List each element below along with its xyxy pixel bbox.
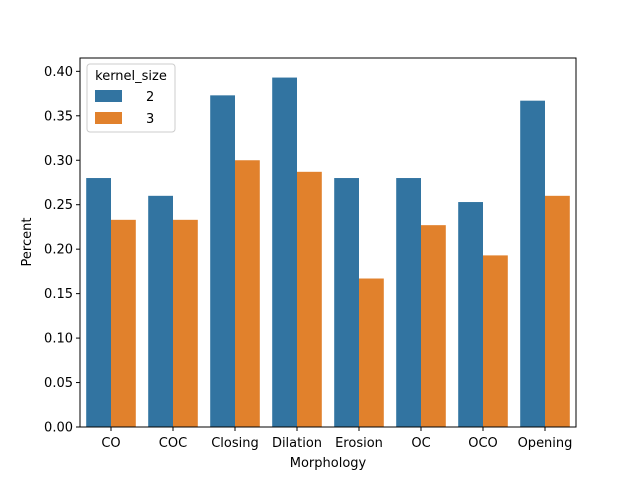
x-tick-label: COC xyxy=(159,436,187,451)
bar-co-series-3 xyxy=(111,219,136,427)
x-tick-label: Opening xyxy=(518,436,573,451)
bar-oc-series-3 xyxy=(421,225,446,427)
y-tick-label: 0.00 xyxy=(44,421,73,436)
y-tick-label: 0.20 xyxy=(44,243,73,258)
bar-oco-series-3 xyxy=(483,255,508,427)
bar-co-series-2 xyxy=(86,178,111,427)
x-axis: CO COC Closing Dilation Erosion OC OCO Opening xyxy=(101,427,572,451)
bar-erosion-series-3 xyxy=(359,278,384,427)
y-tick-label: 0.05 xyxy=(44,376,73,391)
legend: kernel_size 2 3 xyxy=(86,63,176,133)
bar-closing-series-3 xyxy=(235,160,260,428)
legend-swatch-series-2 xyxy=(95,90,122,102)
plot-frame xyxy=(79,57,577,428)
bar-opening-series-2 xyxy=(520,100,545,428)
x-tick-label: OC xyxy=(411,436,430,451)
bar-coc-series-3 xyxy=(173,219,198,427)
y-tick-label: 0.15 xyxy=(44,287,73,302)
bar-erosion-series-2 xyxy=(334,178,359,427)
bars-layer xyxy=(86,77,570,428)
x-tick-label: Erosion xyxy=(335,436,383,451)
legend-label-series-2: 2 xyxy=(146,90,154,105)
y-tick-label: 0.35 xyxy=(44,109,73,124)
bar-closing-series-2 xyxy=(210,95,235,428)
legend-title: kernel_size xyxy=(95,69,167,84)
bar-opening-series-3 xyxy=(545,195,570,427)
y-axis-label: Percent xyxy=(20,218,35,267)
y-tick-label: 0.25 xyxy=(44,198,73,213)
x-tick-label: CO xyxy=(101,436,120,451)
x-tick-label: Dilation xyxy=(272,436,322,451)
legend-swatch-series-3 xyxy=(95,112,122,124)
bar-dilation-series-3 xyxy=(297,171,322,427)
y-tick-label: 0.30 xyxy=(44,154,73,169)
bar-oco-series-2 xyxy=(458,202,483,427)
bar-dilation-series-2 xyxy=(272,77,297,427)
x-tick-label: Closing xyxy=(211,436,259,451)
x-tick-label: OCO xyxy=(468,436,498,451)
y-tick-label: 0.40 xyxy=(44,65,73,80)
bar-oc-series-2 xyxy=(396,178,421,427)
legend-label-series-3: 3 xyxy=(146,112,154,127)
y-axis: 0.00 0.05 0.10 0.15 0.20 0.25 0.30 0.35 0.40 xyxy=(44,65,80,436)
y-tick-label: 0.10 xyxy=(44,332,73,347)
bar-coc-series-2 xyxy=(148,195,173,427)
x-axis-label: Morphology xyxy=(290,456,367,471)
